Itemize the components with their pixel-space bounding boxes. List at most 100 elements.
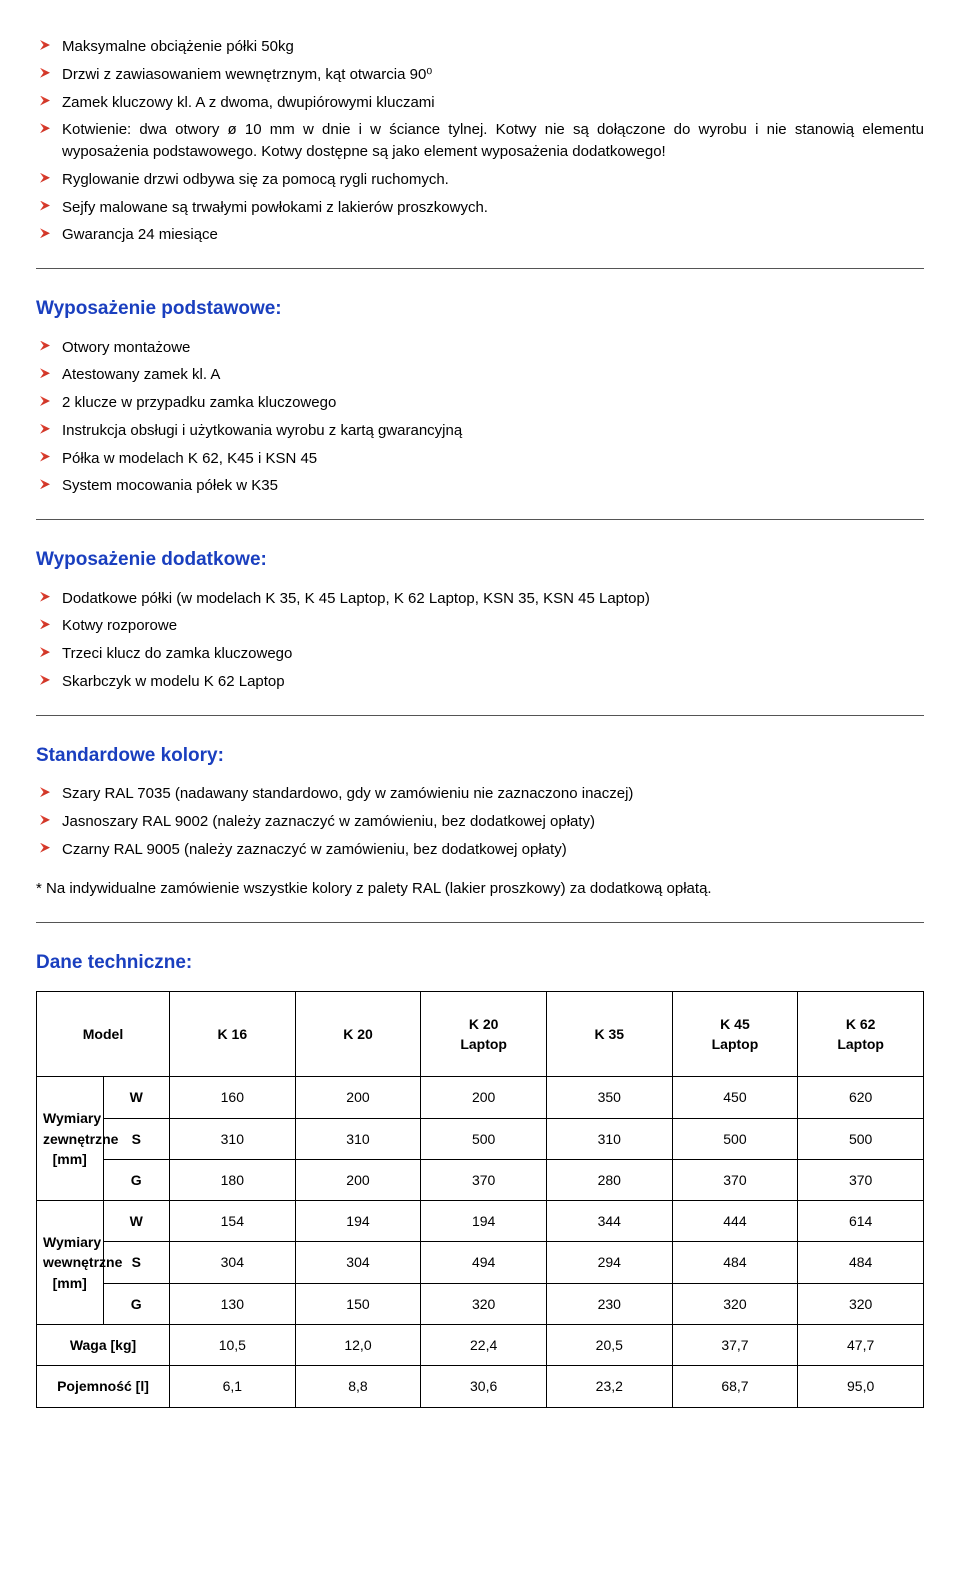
table-cell: 320 — [672, 1283, 798, 1324]
list-item: Czarny RAL 9005 (należy zaznaczyć w zamó… — [36, 839, 924, 861]
table-cell: 450 — [672, 1077, 798, 1118]
section-title-tech: Dane techniczne: — [36, 949, 924, 977]
table-header-cell: K 20Laptop — [421, 991, 547, 1077]
table-cell: 310 — [170, 1118, 296, 1159]
list-item: Zamek kluczowy kl. A z dwoma, dwupiórowy… — [36, 92, 924, 114]
list-item: Dodatkowe półki (w modelach K 35, K 45 L… — [36, 588, 924, 610]
table-cell: 344 — [546, 1201, 672, 1242]
divider — [36, 715, 924, 716]
table-row: G180200370280370370 — [37, 1159, 924, 1200]
table-cell: 47,7 — [798, 1325, 924, 1366]
list-item: Otwory montażowe — [36, 337, 924, 359]
table-cell: 350 — [546, 1077, 672, 1118]
table-header-cell: K 16 — [170, 991, 296, 1077]
section-title-basic: Wyposażenie podstawowe: — [36, 295, 924, 323]
table-cell: 500 — [672, 1118, 798, 1159]
table-header-cell: K 35 — [546, 991, 672, 1077]
list-item: Szary RAL 7035 (nadawany standardowo, gd… — [36, 783, 924, 805]
list-item: Maksymalne obciążenie półki 50kg — [36, 36, 924, 58]
table-cell: 37,7 — [672, 1325, 798, 1366]
row-group-label: Wymiaryzewnętrzne[mm] — [37, 1077, 104, 1201]
table-cell: 20,5 — [546, 1325, 672, 1366]
list-item: Gwarancja 24 miesiące — [36, 224, 924, 246]
table-header-cell: Model — [37, 991, 170, 1077]
spec-table: ModelK 16K 20K 20LaptopK 35K 45LaptopK 6… — [36, 991, 924, 1408]
table-row: G130150320230320320 — [37, 1283, 924, 1324]
dimension-key: W — [103, 1077, 170, 1118]
table-cell: 200 — [295, 1159, 421, 1200]
list-item: Instrukcja obsługi i użytkowania wyrobu … — [36, 420, 924, 442]
row-label: Pojemność [l] — [37, 1366, 170, 1407]
basic-equipment-list: Otwory montażowe Atestowany zamek kl. A 2 … — [36, 337, 924, 498]
list-item: Atestowany zamek kl. A — [36, 364, 924, 386]
row-group-label: Wymiarywewnętrzne[mm] — [37, 1201, 104, 1325]
table-cell: 130 — [170, 1283, 296, 1324]
list-item: 2 klucze w przypadku zamka kluczowego — [36, 392, 924, 414]
table-row: Pojemność [l]6,18,830,623,268,795,0 — [37, 1366, 924, 1407]
dimension-key: G — [103, 1283, 170, 1324]
table-cell: 23,2 — [546, 1366, 672, 1407]
table-cell: 200 — [295, 1077, 421, 1118]
table-row: Wymiaryzewnętrzne[mm]W160200200350450620 — [37, 1077, 924, 1118]
table-cell: 320 — [798, 1283, 924, 1324]
table-cell: 22,4 — [421, 1325, 547, 1366]
table-cell: 194 — [295, 1201, 421, 1242]
table-cell: 494 — [421, 1242, 547, 1283]
table-cell: 95,0 — [798, 1366, 924, 1407]
table-cell: 370 — [421, 1159, 547, 1200]
table-cell: 304 — [170, 1242, 296, 1283]
list-item: Jasnoszary RAL 9002 (należy zaznaczyć w … — [36, 811, 924, 833]
dimension-key: G — [103, 1159, 170, 1200]
table-cell: 310 — [546, 1118, 672, 1159]
extra-equipment-list: Dodatkowe półki (w modelach K 35, K 45 L… — [36, 588, 924, 693]
table-row: Waga [kg]10,512,022,420,537,747,7 — [37, 1325, 924, 1366]
list-item: Kotwienie: dwa otwory ø 10 mm w dnie i w… — [36, 119, 924, 163]
table-cell: 620 — [798, 1077, 924, 1118]
table-cell: 294 — [546, 1242, 672, 1283]
table-cell: 180 — [170, 1159, 296, 1200]
list-item: Kotwy rozporowe — [36, 615, 924, 637]
table-cell: 320 — [421, 1283, 547, 1324]
list-item: Drzwi z zawiasowaniem wewnętrznym, kąt o… — [36, 64, 924, 86]
table-header-cell: K 20 — [295, 991, 421, 1077]
table-cell: 444 — [672, 1201, 798, 1242]
list-item: Trzeci klucz do zamka kluczowego — [36, 643, 924, 665]
table-cell: 484 — [798, 1242, 924, 1283]
divider — [36, 922, 924, 923]
section-title-colors: Standardowe kolory: — [36, 742, 924, 770]
table-cell: 68,7 — [672, 1366, 798, 1407]
table-cell: 484 — [672, 1242, 798, 1283]
list-item: Sejfy malowane są trwałymi powłokami z l… — [36, 197, 924, 219]
table-cell: 304 — [295, 1242, 421, 1283]
table-cell: 30,6 — [421, 1366, 547, 1407]
table-cell: 230 — [546, 1283, 672, 1324]
divider — [36, 268, 924, 269]
table-row: S304304494294484484 — [37, 1242, 924, 1283]
table-cell: 154 — [170, 1201, 296, 1242]
table-cell: 194 — [421, 1201, 547, 1242]
table-cell: 160 — [170, 1077, 296, 1118]
table-cell: 370 — [672, 1159, 798, 1200]
table-cell: 150 — [295, 1283, 421, 1324]
list-item: Skarbczyk w modelu K 62 Laptop — [36, 671, 924, 693]
table-header-cell: K 45Laptop — [672, 991, 798, 1077]
table-cell: 10,5 — [170, 1325, 296, 1366]
table-cell: 370 — [798, 1159, 924, 1200]
row-label: Waga [kg] — [37, 1325, 170, 1366]
section-title-extra: Wyposażenie dodatkowe: — [36, 546, 924, 574]
table-cell: 614 — [798, 1201, 924, 1242]
table-cell: 310 — [295, 1118, 421, 1159]
colors-note: * Na indywidualne zamówienie wszystkie k… — [36, 878, 924, 900]
list-item: Półka w modelach K 62, K45 i KSN 45 — [36, 448, 924, 470]
table-cell: 6,1 — [170, 1366, 296, 1407]
dimension-key: W — [103, 1201, 170, 1242]
table-row: S310310500310500500 — [37, 1118, 924, 1159]
divider — [36, 519, 924, 520]
table-header-row: ModelK 16K 20K 20LaptopK 35K 45LaptopK 6… — [37, 991, 924, 1077]
table-cell: 500 — [798, 1118, 924, 1159]
table-cell: 12,0 — [295, 1325, 421, 1366]
list-item: Ryglowanie drzwi odbywa się za pomocą ry… — [36, 169, 924, 191]
table-header-cell: K 62Laptop — [798, 991, 924, 1077]
table-cell: 500 — [421, 1118, 547, 1159]
table-cell: 8,8 — [295, 1366, 421, 1407]
